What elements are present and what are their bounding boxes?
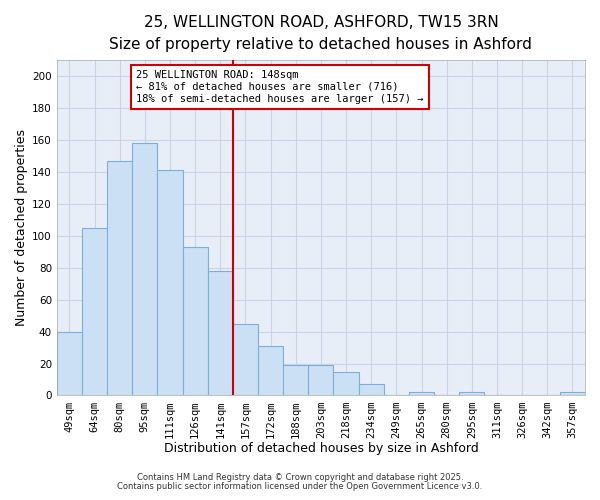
Bar: [132, 144, 157, 396]
Text: Contains HM Land Registry data © Crown copyright and database right 2025.: Contains HM Land Registry data © Crown c…: [137, 474, 463, 482]
X-axis label: Distribution of detached houses by size in Ashford: Distribution of detached houses by size …: [164, 442, 478, 455]
Bar: [359, 384, 384, 396]
Text: Contains public sector information licensed under the Open Government Licence v3: Contains public sector information licen…: [118, 482, 482, 491]
Bar: [157, 170, 182, 396]
Text: 25 WELLINGTON ROAD: 148sqm
← 81% of detached houses are smaller (716)
18% of sem: 25 WELLINGTON ROAD: 148sqm ← 81% of deta…: [136, 70, 424, 104]
Bar: [208, 271, 233, 396]
Bar: [57, 332, 82, 396]
Bar: [334, 372, 359, 396]
Bar: [409, 392, 434, 396]
Bar: [560, 392, 585, 396]
Bar: [233, 324, 258, 396]
Bar: [82, 228, 107, 396]
Bar: [308, 365, 334, 396]
Y-axis label: Number of detached properties: Number of detached properties: [15, 130, 28, 326]
Bar: [283, 365, 308, 396]
Bar: [459, 392, 484, 396]
Bar: [182, 247, 208, 396]
Bar: [107, 161, 132, 396]
Bar: [258, 346, 283, 396]
Title: 25, WELLINGTON ROAD, ASHFORD, TW15 3RN
Size of property relative to detached hou: 25, WELLINGTON ROAD, ASHFORD, TW15 3RN S…: [109, 15, 532, 52]
